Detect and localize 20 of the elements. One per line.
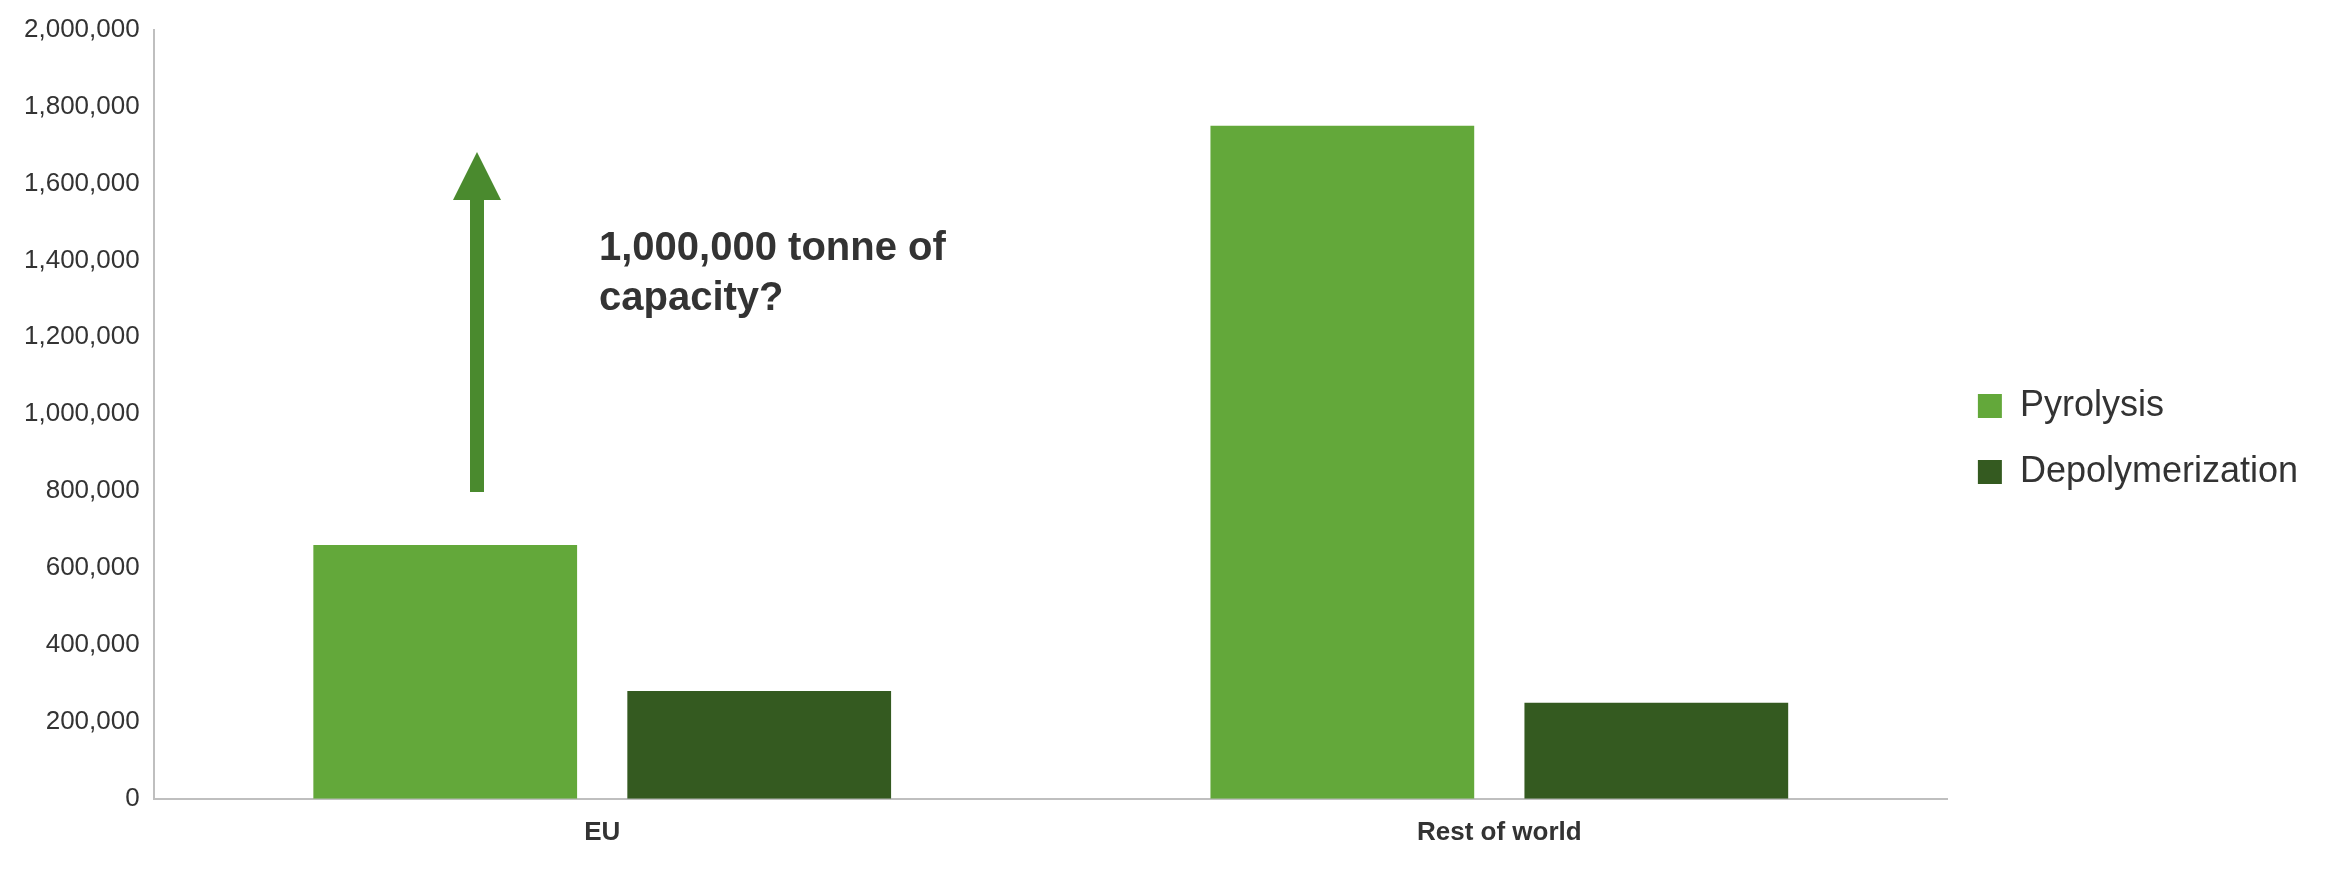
annotation: 1,000,000 tonne of capacity? (599, 224, 947, 318)
y-tick-label: 600,000 (45, 551, 140, 582)
bar (1524, 702, 1789, 799)
y-tick-label: 1,000,000 (24, 397, 140, 428)
y-tick-label: 1,800,000 (24, 89, 140, 120)
y-tick-label: 1,600,000 (24, 166, 140, 197)
bar (313, 544, 578, 799)
legend-label: Pyrolysis (2019, 382, 2164, 424)
y-tick-label: 400,000 (45, 628, 140, 659)
y-tick-label: 1,200,000 (24, 320, 140, 351)
legend-label: Depolymerization (2019, 448, 2298, 490)
y-tick-label: 2,000,000 (24, 12, 140, 43)
x-tick-label: Rest of world (1416, 815, 1582, 846)
bar (627, 691, 892, 799)
y-tick-label: 800,000 (45, 474, 140, 505)
bar (1210, 125, 1475, 799)
y-tick-label: 0 (125, 781, 140, 812)
x-tick-label: EU (584, 815, 621, 846)
y-tick-label: 1,400,000 (24, 243, 140, 274)
y-tick-label: 200,000 (45, 705, 140, 736)
